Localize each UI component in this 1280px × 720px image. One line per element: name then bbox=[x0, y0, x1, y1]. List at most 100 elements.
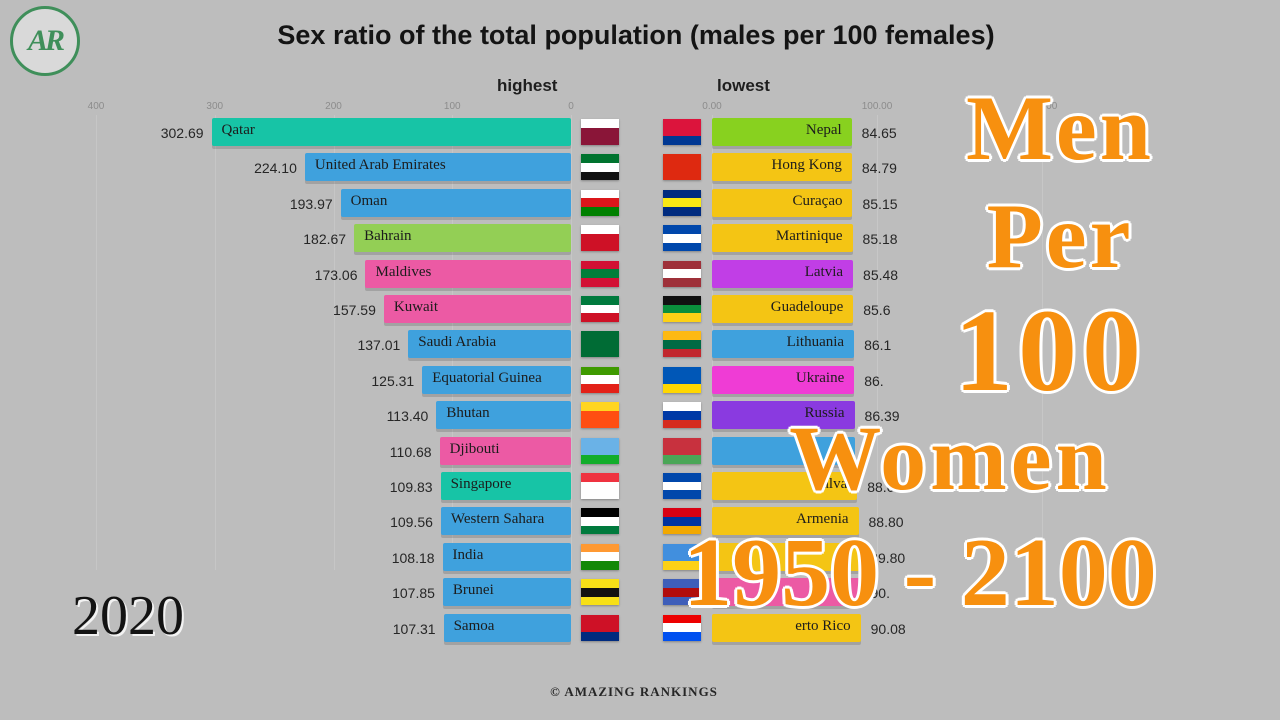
highest-flag bbox=[581, 402, 619, 429]
highest-bar bbox=[383, 295, 571, 323]
lowest-bar bbox=[712, 472, 858, 500]
highest-value-label: 182.67 bbox=[303, 231, 347, 248]
highest-flag-stripe bbox=[581, 233, 619, 243]
highest-flag-stripe bbox=[581, 587, 619, 597]
highest-flag-stripe bbox=[581, 198, 619, 208]
lowest-tick-label: 100.00 bbox=[861, 101, 893, 112]
lowest-flag-stripe bbox=[663, 277, 701, 287]
lowest-flag bbox=[663, 402, 701, 429]
lowest-flag bbox=[663, 260, 701, 287]
highest-flag-stripe bbox=[581, 552, 619, 562]
highest-bar-label: Maldives bbox=[375, 263, 432, 280]
highest-heading: highest bbox=[497, 76, 558, 95]
lowest-flag-stripe bbox=[663, 189, 701, 199]
lowest-value-label: 90.08 bbox=[870, 620, 906, 637]
lowest-heading: lowest bbox=[717, 76, 770, 95]
lowest-flag-stripe bbox=[663, 419, 701, 429]
highest-flag-stripe bbox=[581, 437, 619, 447]
highest-flag-stripe bbox=[581, 127, 619, 137]
highest-flag-stripe bbox=[581, 366, 619, 376]
lowest-tick-label: 0.00 bbox=[702, 101, 722, 112]
highest-flag-stripe bbox=[581, 419, 619, 429]
highest-flag-stripe bbox=[581, 561, 619, 570]
highest-flag bbox=[581, 260, 619, 287]
highest-bar-label: Qatar bbox=[221, 122, 255, 138]
highest-bar-label: Kuwait bbox=[393, 299, 439, 315]
copyright-footer: © AMAZING RANKINGS bbox=[550, 684, 718, 699]
lowest-flag-stripe bbox=[663, 207, 701, 216]
lowest-bar-label: Salva bbox=[813, 476, 848, 492]
lowest-flag-stripe bbox=[663, 614, 701, 624]
lowest-flag bbox=[663, 225, 701, 252]
highest-bar-label: Equatorial Guinea bbox=[432, 369, 542, 386]
lowest-bar bbox=[712, 188, 853, 217]
highest-value-label: 113.40 bbox=[386, 408, 429, 425]
lowest-flag bbox=[663, 154, 701, 181]
lowest-flag-stripe bbox=[663, 136, 701, 145]
lowest-flag-stripe bbox=[663, 198, 701, 208]
chart-title: Sex ratio of the total population (males… bbox=[277, 20, 995, 50]
lowest-bar-label: erto Rico bbox=[795, 617, 851, 634]
highest-bar-label: Oman bbox=[350, 192, 388, 209]
lowest-flag bbox=[663, 331, 701, 358]
lowest-bar bbox=[712, 436, 856, 465]
lowest-bar bbox=[712, 613, 861, 642]
lowest-flag-stripe bbox=[663, 552, 701, 562]
lowest-flag bbox=[663, 579, 701, 606]
overlay-line-women: Women bbox=[789, 407, 1111, 509]
lowest-flag-stripe bbox=[663, 402, 701, 411]
lowest-bar-label: Hong Kong bbox=[771, 157, 842, 174]
highest-bar bbox=[365, 259, 571, 288]
highest-flag bbox=[581, 473, 619, 499]
highest-bar-label: Singapore bbox=[450, 476, 512, 492]
lowest-bar-label: Lithuania bbox=[786, 334, 845, 351]
highest-flag-stripe bbox=[581, 384, 619, 393]
lowest-flag bbox=[663, 366, 701, 393]
highest-flag-stripe bbox=[581, 508, 619, 518]
lowest-flag bbox=[663, 614, 701, 641]
highest-bar-label: United Arab Emirates bbox=[314, 157, 446, 174]
lowest-flag-stripe bbox=[663, 579, 701, 588]
highest-bar bbox=[439, 436, 571, 465]
highest-value-label: 108.18 bbox=[391, 549, 435, 566]
highest-flag bbox=[581, 154, 619, 181]
lowest-bar bbox=[712, 507, 859, 536]
highest-value-label: 302.69 bbox=[160, 125, 204, 141]
lowest-flag bbox=[663, 296, 701, 322]
lowest-value-label: 85.18 bbox=[862, 231, 898, 248]
highest-flag-stripe bbox=[581, 313, 619, 322]
lowest-bar bbox=[712, 330, 855, 359]
highest-bar bbox=[442, 542, 571, 571]
lowest-flag-stripe bbox=[663, 410, 701, 420]
lowest-flag-stripe bbox=[663, 517, 701, 526]
lowest-flag-stripe bbox=[663, 233, 701, 243]
lowest-bar bbox=[712, 578, 861, 607]
lowest-value-label: 88.02 bbox=[867, 479, 903, 495]
highest-value-label: 125.31 bbox=[371, 372, 415, 389]
highest-flag bbox=[581, 119, 619, 145]
highest-flag bbox=[581, 366, 619, 393]
highest-bar-label: Djibouti bbox=[449, 440, 500, 457]
highest-value-label: 157.59 bbox=[333, 302, 376, 318]
highest-flag bbox=[581, 225, 619, 252]
lowest-flag-stripe bbox=[663, 631, 701, 641]
highest-bar-label: Brunei bbox=[452, 582, 494, 599]
highest-gridline bbox=[96, 115, 97, 570]
highest-flag-stripe bbox=[581, 331, 619, 341]
highest-flag bbox=[581, 331, 619, 358]
lowest-value-label: 84.79 bbox=[861, 160, 897, 177]
lowest-value-label: 85.6 bbox=[863, 302, 891, 318]
lowest-flag-stripe bbox=[663, 127, 701, 137]
lowest-value-label: 85.15 bbox=[862, 195, 898, 212]
lowest-flag-stripe bbox=[663, 384, 701, 393]
highest-flag-stripe bbox=[581, 269, 619, 279]
lowest-flag-stripe bbox=[663, 331, 701, 341]
lowest-flag-stripe bbox=[663, 260, 701, 270]
lowest-flag bbox=[663, 543, 701, 570]
lowest-flag-stripe bbox=[663, 561, 701, 570]
highest-flag bbox=[581, 189, 619, 216]
highest-flag-stripe bbox=[581, 517, 619, 526]
lowest-flag-stripe bbox=[663, 163, 701, 172]
lowest-bar bbox=[712, 542, 861, 571]
highest-bar-label: Bhutan bbox=[446, 405, 490, 422]
